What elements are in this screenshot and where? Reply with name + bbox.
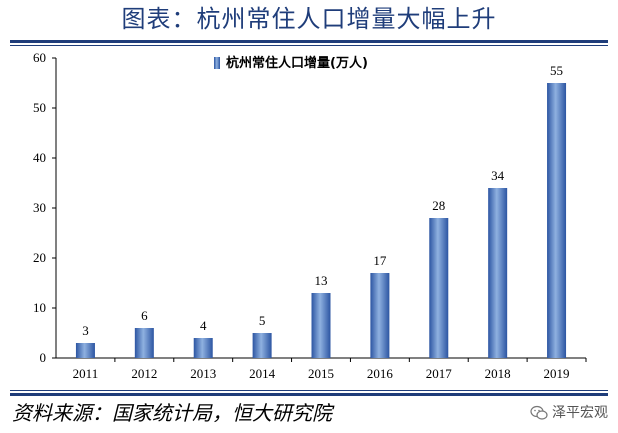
y-tick-label: 50: [33, 100, 46, 115]
x-tick-label: 2011: [73, 366, 99, 381]
y-tick-label: 60: [33, 50, 46, 65]
bar: [75, 343, 95, 358]
data-label: 55: [550, 63, 563, 78]
y-tick-label: 0: [40, 350, 47, 365]
x-tick-label: 2018: [485, 366, 511, 381]
data-label: 4: [200, 318, 207, 333]
data-label: 34: [491, 168, 505, 183]
bottom-rule-thick: [10, 393, 608, 396]
data-label: 5: [259, 313, 266, 328]
bar: [488, 188, 508, 358]
bar: [429, 218, 449, 358]
x-tick-label: 2015: [308, 366, 334, 381]
bottom-rule-thin: [10, 390, 608, 391]
data-label: 28: [432, 198, 445, 213]
y-tick-label: 10: [33, 300, 46, 315]
y-tick-label: 20: [33, 250, 46, 265]
watermark: 泽平宏观: [530, 402, 608, 424]
top-rule-thick: [10, 40, 608, 43]
bar: [252, 333, 272, 358]
data-label: 6: [141, 308, 148, 323]
chart-title: 图表：杭州常住人口增量大幅上升: [121, 5, 497, 33]
y-tick-label: 40: [33, 150, 46, 165]
x-tick-label: 2019: [544, 366, 570, 381]
x-tick-label: 2013: [190, 366, 216, 381]
bar-chart: 0 10 20 30 40 50 60 3 2011 6 2012 4 2013 5 2014 13 2015 1…: [33, 50, 587, 381]
legend-label: 杭州常住人口增量(万人): [226, 55, 368, 71]
data-label: 13: [315, 273, 328, 288]
bar: [547, 83, 567, 358]
bar: [311, 293, 331, 358]
data-label: 3: [82, 323, 89, 338]
x-tick-label: 2014: [249, 366, 276, 381]
bar: [370, 273, 390, 358]
x-tick-label: 2017: [426, 366, 453, 381]
data-label: 17: [373, 253, 387, 268]
x-tick-label: 2016: [367, 366, 394, 381]
legend-swatch: [214, 57, 220, 69]
bar: [134, 328, 154, 358]
watermark-text: 泽平宏观: [552, 405, 608, 421]
x-tick-label: 2012: [131, 366, 157, 381]
bar: [193, 338, 213, 358]
top-rule-thin: [10, 45, 608, 46]
wechat-icon: [530, 405, 548, 420]
y-tick-label: 30: [33, 200, 46, 215]
source-note: 资料来源：国家统计局，恒大研究院: [12, 401, 332, 425]
